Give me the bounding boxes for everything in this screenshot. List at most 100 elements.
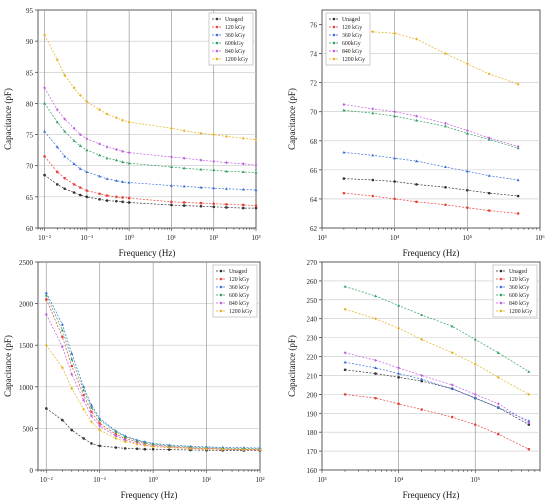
legend-marker — [499, 293, 503, 297]
x-tick-label: 10⁻¹ — [93, 476, 106, 484]
y-tick-label: 65 — [26, 194, 34, 202]
data-point — [497, 432, 500, 436]
legend-marker — [332, 25, 336, 29]
data-point — [199, 201, 203, 205]
data-point — [98, 418, 102, 422]
data-point — [415, 200, 418, 204]
data-point — [393, 156, 397, 160]
data-point — [397, 326, 401, 330]
data-point — [473, 362, 477, 366]
data-point — [61, 335, 64, 339]
data-point — [450, 324, 454, 328]
data-point — [374, 366, 378, 369]
legend-marker — [219, 269, 223, 273]
legend-marker — [332, 17, 336, 21]
data-point — [241, 170, 245, 174]
legend-entry: Unaged — [342, 17, 360, 23]
y-tick-label: 72 — [310, 80, 318, 88]
data-point — [496, 375, 500, 379]
data-point — [85, 148, 89, 152]
data-point — [212, 202, 216, 206]
data-point — [78, 132, 82, 137]
y-tick-label: 60 — [26, 225, 34, 233]
y-tick-label: 190 — [307, 410, 318, 418]
data-point — [443, 124, 447, 128]
data-point — [393, 197, 396, 201]
data-point — [254, 206, 258, 210]
y-tick-label: 230 — [307, 335, 318, 343]
data-point — [55, 120, 59, 124]
data-point — [343, 351, 347, 355]
data-point — [516, 194, 520, 198]
legend-entry: Unaged — [225, 17, 243, 23]
y-tick-label: 76 — [310, 22, 318, 30]
data-point — [43, 101, 47, 105]
data-point — [225, 134, 228, 139]
data-point — [114, 147, 118, 152]
y-tick-label: 75 — [26, 132, 34, 140]
data-point — [225, 206, 228, 209]
data-point — [182, 166, 186, 170]
data-point — [85, 195, 89, 199]
legend-marker — [499, 309, 503, 313]
data-point — [444, 52, 447, 56]
legend-entry: 600 kGy — [509, 293, 529, 299]
data-point — [450, 415, 454, 419]
y-tick-label: 1000 — [19, 384, 34, 392]
legend-entry: 840 kGy — [509, 301, 529, 307]
data-point — [60, 328, 64, 332]
legend-marker — [219, 293, 223, 297]
data-point — [420, 313, 424, 317]
data-point — [85, 189, 89, 192]
data-point — [342, 150, 346, 154]
data-point — [182, 156, 186, 160]
y-tick-label: 70 — [26, 163, 34, 171]
y-tick-label: 62 — [310, 225, 318, 233]
data-point — [44, 298, 48, 301]
y-tick-label: 90 — [26, 38, 34, 46]
y-axis-label: Capacitance (pF) — [3, 88, 13, 150]
data-point — [105, 145, 109, 149]
data-point — [466, 188, 469, 192]
data-point — [199, 158, 203, 162]
data-point — [420, 377, 424, 381]
data-point — [415, 114, 418, 118]
legend-marker — [499, 269, 503, 273]
legend-marker — [332, 49, 336, 53]
data-point — [170, 126, 173, 130]
data-point — [397, 303, 401, 307]
x-tick-label: 10⁵ — [463, 234, 473, 242]
y-tick-label: 64 — [310, 196, 318, 204]
data-point — [212, 159, 216, 163]
data-point — [212, 168, 216, 172]
chart-panel-4: 160 170 180 190 200 210 220 230 240 250 260 270 10³ 1… — [287, 259, 541, 500]
data-point — [371, 178, 375, 182]
data-point — [85, 137, 89, 141]
data-point — [374, 358, 377, 362]
data-point — [343, 368, 347, 372]
data-point — [527, 419, 531, 422]
data-point — [393, 114, 397, 118]
legend-marker — [499, 301, 503, 305]
data-point — [241, 136, 245, 140]
y-tick-label: 500 — [23, 425, 34, 433]
data-point — [199, 204, 203, 208]
data-point — [121, 118, 124, 122]
data-point — [225, 161, 228, 165]
data-point — [182, 129, 186, 133]
data-point — [44, 343, 48, 347]
data-point — [121, 196, 124, 199]
legend-marker — [219, 285, 223, 289]
data-point — [397, 376, 400, 379]
y-tick-label: 210 — [307, 372, 318, 380]
y-tick-label: 1500 — [19, 342, 34, 350]
chart-panel-2: 62 64 66 68 70 72 74 76 10³ 10⁴ 10⁵ 10⁶ Frequency (H… — [287, 9, 545, 281]
y-tick-label: 66 — [310, 167, 318, 175]
data-point — [516, 82, 520, 86]
legend-entry: 360 kGy — [229, 285, 249, 291]
data-point — [114, 432, 118, 436]
data-point — [254, 163, 258, 167]
x-axis-label: Frequency (Hz) — [403, 248, 460, 258]
data-point — [98, 153, 102, 157]
x-tick-label: 10⁴ — [394, 476, 404, 484]
